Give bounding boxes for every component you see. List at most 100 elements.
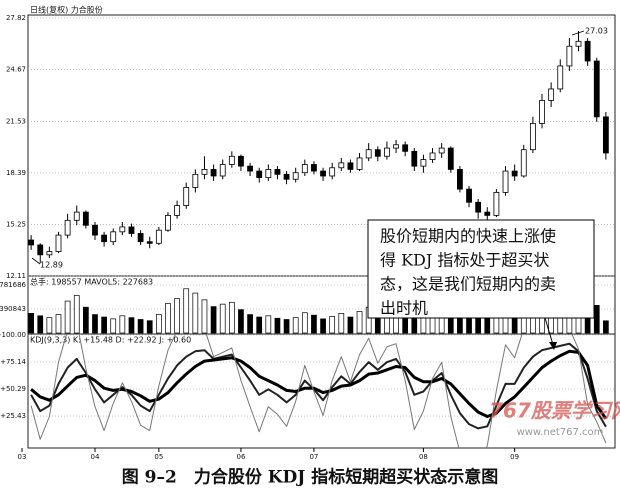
candle-body [411,150,418,167]
candle-body [201,169,208,175]
volume-bar [165,303,171,334]
y-tick-label: 390843 [0,305,26,313]
candle-body [46,251,53,256]
candle-body [584,40,591,62]
candle-body [174,205,180,216]
candle-body [356,157,363,170]
candle-body [155,229,162,244]
volume-bar [228,301,235,334]
low-label: 12.89 [40,261,63,270]
kdj-line [30,349,608,420]
candle-body [146,241,153,244]
kdj-line [30,334,607,448]
candle-body [137,233,144,243]
candle-body [64,219,71,236]
candle-body [265,169,272,179]
y-tick-label: 27.82 [6,14,26,22]
watermark-title: 767股票学习网 [489,399,620,423]
volume-bar [110,318,117,334]
volume-bar [593,305,600,334]
candle-body [247,165,253,172]
candle-body [420,159,427,167]
annotation-box [367,219,595,319]
candle-body [347,162,354,170]
candle-body [301,164,308,174]
y-tick-label: 18.39 [6,169,26,177]
volume-bar [137,319,144,334]
volume-bar [174,298,180,334]
volume-bar [238,309,244,334]
volume-bar [356,311,363,334]
kdj-panel [28,334,615,448]
candle-body [28,239,35,246]
candle-body [374,149,381,157]
candle-body [548,88,555,101]
candle-body [292,172,299,180]
candle-body [365,149,372,159]
candle-body [438,147,445,154]
y-tick-label: 24.67 [6,66,26,74]
y-tick-label: +50.29 [0,385,26,393]
candle-body [183,187,190,206]
y-tick-label: +75.14 [0,358,26,366]
candle-body [92,224,98,236]
candle-body [520,149,527,177]
volume-bar [347,316,354,334]
candle-body [101,234,108,243]
annotation-line: 态，这是我们短期内的卖 [380,275,556,294]
candle-body [484,211,491,216]
y-tick-label: +100.00 [0,331,26,339]
candle-body [128,226,135,234]
volume-bar [92,314,98,334]
peak-label: 27.03 [585,27,608,36]
y-tick-label: +25.43 [0,412,26,420]
caption: 图 9–2 力合股份 KDJ 指标短期超买状态示意图 [122,467,498,488]
candle-body [37,244,44,256]
candle-body [502,170,509,193]
candle-body [274,169,281,175]
candle-body [338,162,345,169]
volume-bar [475,316,482,334]
volume-bar [155,314,162,334]
y-tick-label: 21.53 [6,117,26,125]
candle-body [557,65,564,90]
volume-bar [320,318,326,334]
volume-bar [83,306,89,334]
arrow-head [549,342,557,350]
volume-bar [146,320,153,334]
candle-body [529,123,536,151]
candle-body [402,144,409,152]
x-tick-label: 09 [510,453,519,461]
candle-body [602,116,609,154]
volume-bar [329,316,336,334]
candle-body [511,170,518,177]
axes: 12.11 15.25 18.39 21.53 24.67 27.82 390843 7816… [0,14,519,461]
candle-body [55,234,62,252]
candle-body [539,100,545,124]
volume-bar [338,313,345,334]
kdj-title: KDJ(9,3,3) K: +15.48 D: +22.92 J: +0.60 [30,336,191,345]
annotation-line: 出时机 [380,299,428,318]
x-tick-label: 05 [154,453,163,461]
volume-bar [119,315,126,334]
peak-leader [571,30,585,36]
price-title: 日线(复权) 力合股份 [30,5,103,15]
volume-bar [484,317,491,334]
volume-bar [73,295,80,334]
candle-body [566,45,573,67]
x-tick-label: 07 [309,453,318,461]
volume-bar [64,300,71,334]
annotation-line: 得 KDJ 指标处于超买状 [380,251,549,270]
volume-bar [28,313,34,334]
candle-body [329,167,336,177]
candle-body [238,155,244,167]
candle-body [493,192,500,216]
volume-bar [55,314,62,334]
candle-body [82,211,89,226]
candle-body [457,169,463,190]
volume-bar [265,315,272,334]
candle-body [429,152,436,160]
volume-title: 总手: 198557 MAVOL5: 227683 [30,277,153,287]
